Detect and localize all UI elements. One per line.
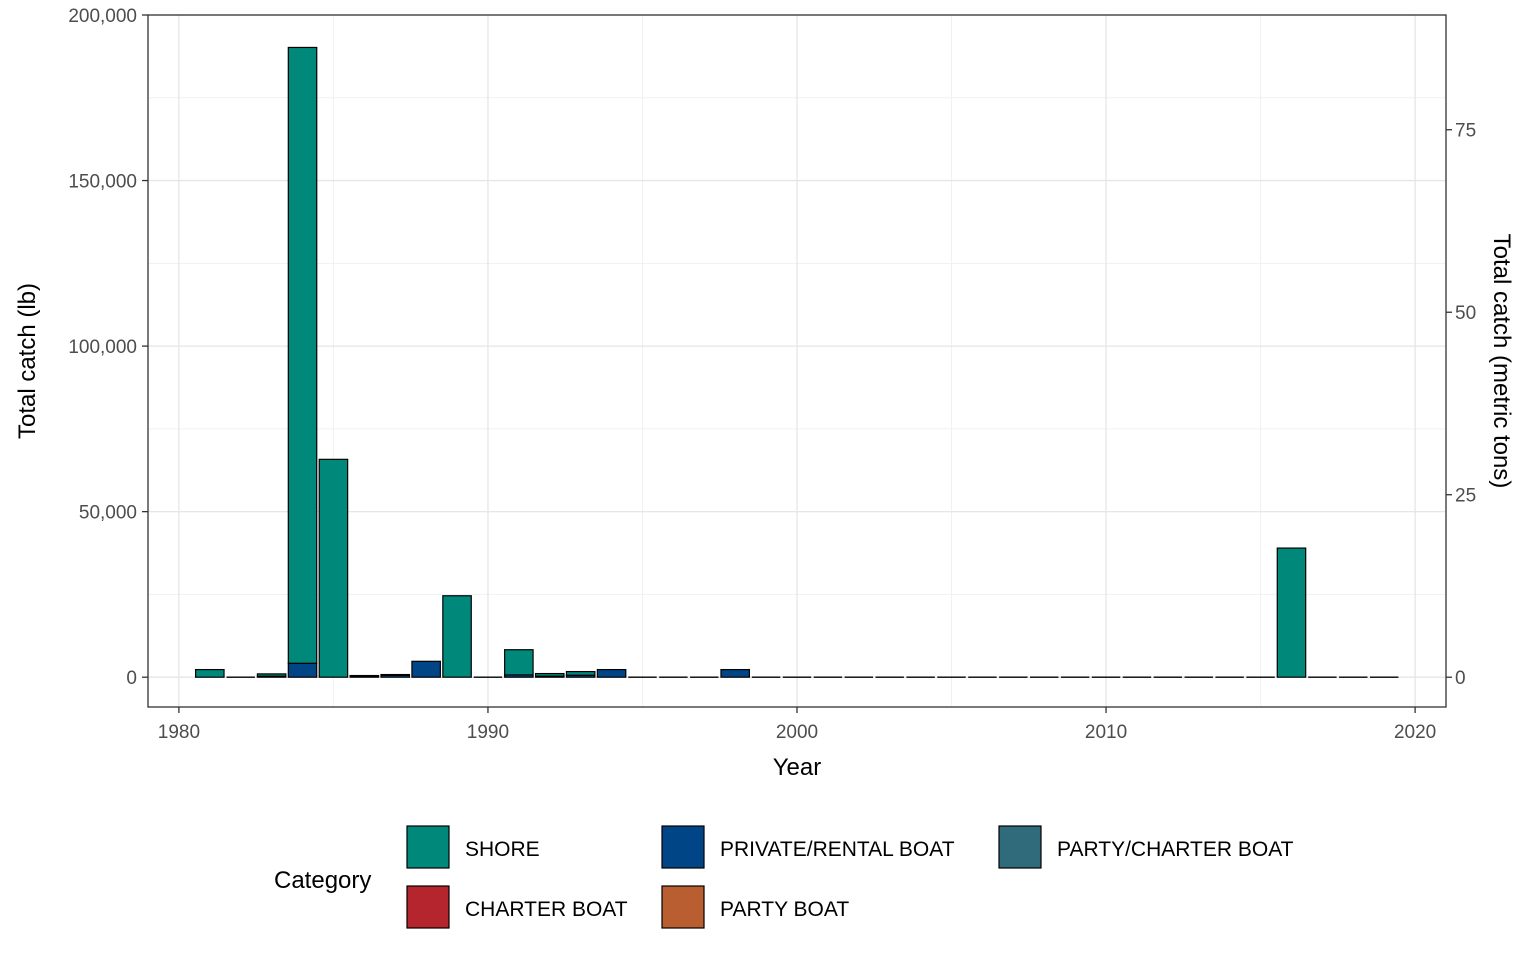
legend-title: Category bbox=[274, 867, 371, 894]
y-tick-label: 50,000 bbox=[79, 503, 137, 524]
y2-tick-label: 50 bbox=[1455, 303, 1476, 324]
bar bbox=[194, 668, 225, 678]
y-tick-label: 0 bbox=[126, 668, 137, 689]
bar bbox=[349, 674, 380, 677]
x-tick-label: 2010 bbox=[1085, 722, 1127, 743]
y-tick-label: 100,000 bbox=[68, 337, 137, 358]
y-tick-label: 150,000 bbox=[68, 172, 137, 193]
x-axis: 1980 1990 2000 2010 2020 bbox=[158, 707, 1436, 743]
legend-label: PARTY BOAT bbox=[720, 898, 849, 921]
legend-swatch bbox=[998, 825, 1042, 869]
y-axis-title-right: Total catch (metric tons) bbox=[1488, 234, 1515, 489]
legend-swatch bbox=[406, 885, 450, 929]
y-tick-label: 200,000 bbox=[68, 6, 137, 27]
bar bbox=[534, 672, 565, 677]
bar bbox=[287, 662, 318, 678]
bar bbox=[596, 668, 627, 678]
bar bbox=[1276, 547, 1307, 678]
bar bbox=[256, 673, 287, 677]
legend-label: SHORE bbox=[465, 838, 540, 861]
bar bbox=[442, 595, 472, 678]
bar bbox=[565, 670, 596, 676]
y-axis-right: 0 25 50 75 bbox=[1446, 121, 1476, 689]
y2-tick-label: 75 bbox=[1455, 121, 1476, 142]
bars bbox=[194, 46, 1399, 678]
legend: Category SHORE PRIVATE/RENTAL BOAT PARTY/C… bbox=[274, 825, 1294, 929]
bar bbox=[380, 673, 411, 676]
y-axis-title-left: Total catch (lb) bbox=[14, 283, 41, 439]
x-tick-label: 1990 bbox=[467, 722, 509, 743]
bar bbox=[318, 458, 349, 678]
legend-swatch bbox=[406, 825, 450, 869]
x-tick-label: 1980 bbox=[158, 722, 200, 743]
bar bbox=[287, 46, 318, 664]
bar bbox=[504, 649, 534, 676]
bar bbox=[720, 668, 751, 678]
x-axis-title: Year bbox=[773, 754, 822, 781]
y-axis-left: 0 50,000 100,000 150,000 200,000 bbox=[68, 6, 148, 689]
x-tick-label: 2000 bbox=[776, 722, 818, 743]
x-tick-label: 2020 bbox=[1394, 722, 1436, 743]
y2-tick-label: 25 bbox=[1455, 486, 1476, 507]
legend-label: PARTY/CHARTER BOAT bbox=[1057, 838, 1294, 861]
legend-swatch bbox=[661, 885, 705, 929]
legend-label: PRIVATE/RENTAL BOAT bbox=[720, 838, 955, 861]
legend-swatch bbox=[661, 825, 705, 869]
bar bbox=[411, 660, 441, 678]
y2-tick-label: 0 bbox=[1455, 668, 1466, 689]
legend-label: CHARTER BOAT bbox=[465, 898, 628, 921]
